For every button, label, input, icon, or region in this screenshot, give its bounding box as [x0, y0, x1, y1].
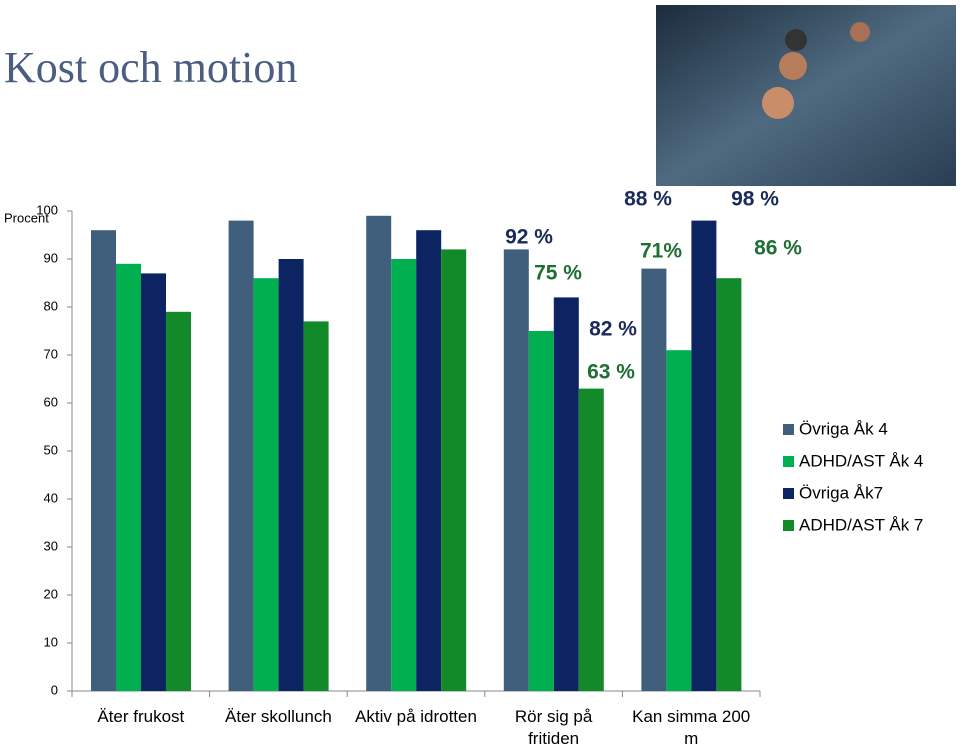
bar: [666, 350, 692, 691]
title: Kost och motion: [4, 43, 297, 92]
value-label: 71%: [640, 240, 682, 263]
y-tick-label: 80: [44, 298, 58, 313]
x-tick-label: Aktiv på idrotten: [355, 707, 477, 726]
y-tick-label: 70: [44, 346, 58, 361]
bar: [553, 297, 579, 691]
value-label: 88 %: [624, 188, 672, 211]
legend-label: Övriga Åk 4: [799, 419, 888, 438]
bar: [166, 311, 191, 691]
value-label: 98 %: [731, 188, 779, 211]
value-label: 92 %: [505, 226, 553, 249]
bar: [503, 249, 529, 691]
bar: [441, 249, 467, 691]
bar: [691, 220, 717, 691]
y-tick-label: 50: [44, 442, 58, 457]
bar: [578, 388, 604, 691]
value-label: 75 %: [534, 262, 582, 285]
photo: [656, 5, 956, 186]
value-label: 82 %: [589, 318, 637, 341]
value-label: 86 %: [754, 237, 802, 260]
x-tick-label: Rör sig på fritiden: [514, 707, 593, 748]
bar: [641, 268, 667, 691]
bar: [91, 230, 116, 691]
bar: [116, 263, 141, 691]
y-tick-label: 10: [44, 634, 58, 649]
y-tick-label: 30: [44, 538, 58, 553]
bar: [141, 273, 166, 691]
y-tick-label: 0: [51, 682, 58, 697]
bar: [416, 230, 442, 691]
bar: [278, 259, 304, 691]
value-label: 63 %: [587, 361, 635, 384]
legend-swatch: [783, 488, 794, 499]
y-tick-label: 100: [36, 202, 58, 217]
legend-label: Övriga Åk7: [799, 483, 883, 502]
bar: [366, 215, 392, 692]
legend-label: ADHD/AST Åk 4: [799, 451, 923, 470]
y-tick-label: 20: [44, 586, 58, 601]
x-tick-label: Äter frukost: [97, 707, 185, 726]
legend-label: ADHD/AST Åk 7: [799, 515, 923, 534]
legend-swatch: [783, 520, 794, 531]
bar: [716, 278, 742, 691]
bar: [253, 278, 279, 691]
bar: [228, 220, 254, 691]
x-tick-label: Kan simma 200 m: [632, 707, 751, 748]
y-tick-label: 90: [44, 250, 58, 265]
legend-swatch: [783, 456, 794, 467]
bar: [528, 331, 554, 691]
x-tick-label: Äter skollunch: [225, 707, 332, 726]
legend-swatch: [783, 424, 794, 435]
bar: [391, 259, 417, 691]
y-tick-label: 40: [44, 490, 58, 505]
y-tick-label: 60: [44, 394, 58, 409]
y-axis-label: Procent: [4, 210, 49, 225]
bar: [303, 321, 329, 691]
